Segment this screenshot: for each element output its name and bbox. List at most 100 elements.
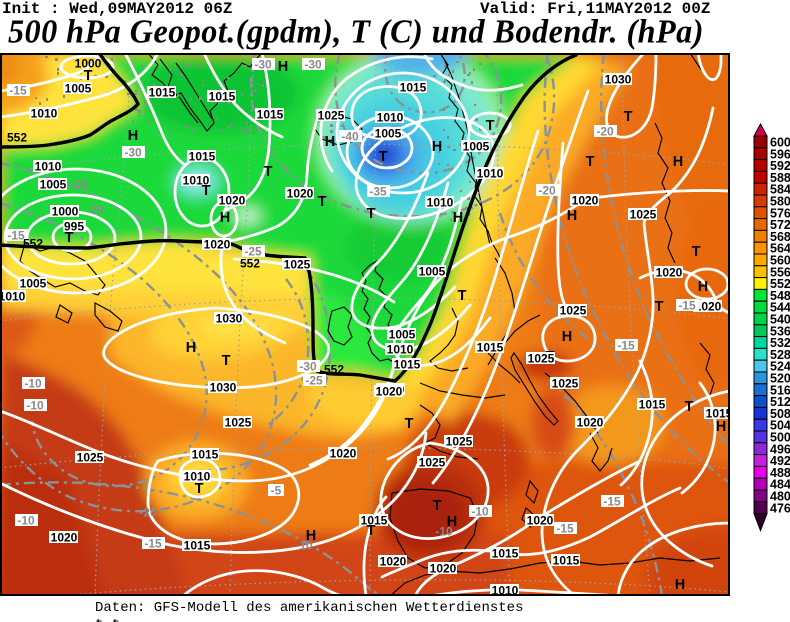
svg-text:H: H [447,514,457,530]
svg-text:1025: 1025 [552,377,579,391]
svg-text:-15: -15 [7,229,25,243]
svg-text:1005: 1005 [419,265,446,279]
svg-text:-30: -30 [124,146,142,160]
svg-text:1020: 1020 [527,514,554,528]
svg-text:580: 580 [770,195,790,209]
svg-text:528: 528 [770,348,790,362]
svg-text:1005: 1005 [40,178,67,192]
svg-text:995: 995 [64,220,84,234]
svg-text:544: 544 [770,301,790,315]
svg-text:-20: -20 [139,506,157,520]
svg-text:T: T [624,109,633,125]
svg-text:1020: 1020 [330,447,357,461]
svg-text:T: T [655,299,664,315]
svg-text:1015: 1015 [394,358,421,372]
svg-text:1010: 1010 [35,160,62,174]
svg-text:-10: -10 [17,514,35,528]
svg-text:1020: 1020 [219,194,246,208]
svg-text:1025: 1025 [225,416,252,430]
svg-text:H: H [278,59,288,75]
svg-text:1010: 1010 [387,343,414,357]
svg-text:1020: 1020 [572,194,599,208]
svg-text:1005: 1005 [389,328,416,342]
svg-text:1015: 1015 [361,514,388,528]
svg-text:492: 492 [770,454,790,468]
svg-text:T: T [65,230,74,246]
svg-text:1025: 1025 [560,304,587,318]
svg-text:540: 540 [770,313,790,327]
svg-text:1015: 1015 [492,547,519,561]
svg-text:-5: -5 [271,484,282,498]
svg-text:1020: 1020 [204,238,231,252]
svg-text:1010: 1010 [427,196,454,210]
svg-text:476: 476 [770,501,790,515]
svg-text:1025: 1025 [528,352,555,366]
svg-text:1005: 1005 [375,127,402,141]
svg-text:T: T [692,244,701,260]
svg-text:-15: -15 [617,339,635,353]
svg-text:-30: -30 [304,58,322,72]
svg-text:1025: 1025 [77,451,104,465]
svg-text:592: 592 [770,159,790,173]
svg-text:1015: 1015 [149,86,176,100]
svg-text:552: 552 [324,363,344,377]
svg-text:1015: 1015 [477,341,504,355]
svg-text:-25: -25 [70,178,88,192]
svg-text:1010: 1010 [477,167,504,181]
svg-text:T: T [486,118,495,134]
svg-text:H: H [432,139,442,155]
svg-text:496: 496 [770,442,790,456]
svg-text:1020: 1020 [656,266,683,280]
svg-text:520: 520 [770,372,790,386]
svg-text:1030: 1030 [216,312,243,326]
svg-text:H: H [325,134,335,150]
svg-text:1015: 1015 [639,398,666,412]
svg-text:-30: -30 [299,360,317,374]
svg-text:H: H [453,210,463,226]
svg-text:484: 484 [770,478,790,492]
svg-text:552: 552 [240,257,260,271]
svg-text:H: H [698,279,708,295]
svg-text:T: T [685,399,694,415]
svg-text:T: T [405,416,414,432]
svg-text:H: H [716,419,726,435]
svg-text:H: H [675,577,685,593]
svg-text:516: 516 [770,383,790,397]
svg-text:-15: -15 [144,537,162,551]
svg-text:-15: -15 [556,522,574,536]
svg-text:H: H [186,340,196,356]
svg-text:1030: 1030 [605,73,632,87]
svg-text:512: 512 [770,395,790,409]
svg-text:1010: 1010 [184,470,211,484]
svg-text:1015: 1015 [400,81,427,95]
svg-text:536: 536 [770,324,790,338]
svg-text:1020: 1020 [287,187,314,201]
svg-text:T: T [318,194,327,210]
svg-text:1020: 1020 [51,531,78,545]
svg-text:548: 548 [770,289,790,303]
svg-text:552: 552 [7,131,27,145]
svg-text:1015: 1015 [257,108,284,122]
svg-text:H: H [306,528,316,544]
svg-text:504: 504 [770,419,790,433]
svg-text:1010: 1010 [2,290,26,304]
svg-text:1005: 1005 [463,140,490,154]
svg-text:1020: 1020 [376,385,403,399]
svg-text:-35: -35 [369,185,387,199]
svg-text:1020: 1020 [577,416,604,430]
svg-text:T: T [379,149,388,165]
svg-text:1010: 1010 [183,174,210,188]
svg-text:-10: -10 [26,399,44,413]
svg-text:-30: -30 [254,58,272,72]
svg-text:568: 568 [770,230,790,244]
svg-text:T: T [264,164,273,180]
svg-text:-20: -20 [538,184,556,198]
svg-text:480: 480 [770,490,790,504]
svg-text:1015: 1015 [192,448,219,462]
svg-text:-10: -10 [435,525,453,539]
svg-text:1015: 1015 [209,90,236,104]
svg-text:T: T [195,481,204,497]
svg-text:1000: 1000 [52,205,79,219]
svg-text:556: 556 [770,265,790,279]
svg-text:1025: 1025 [318,109,345,123]
